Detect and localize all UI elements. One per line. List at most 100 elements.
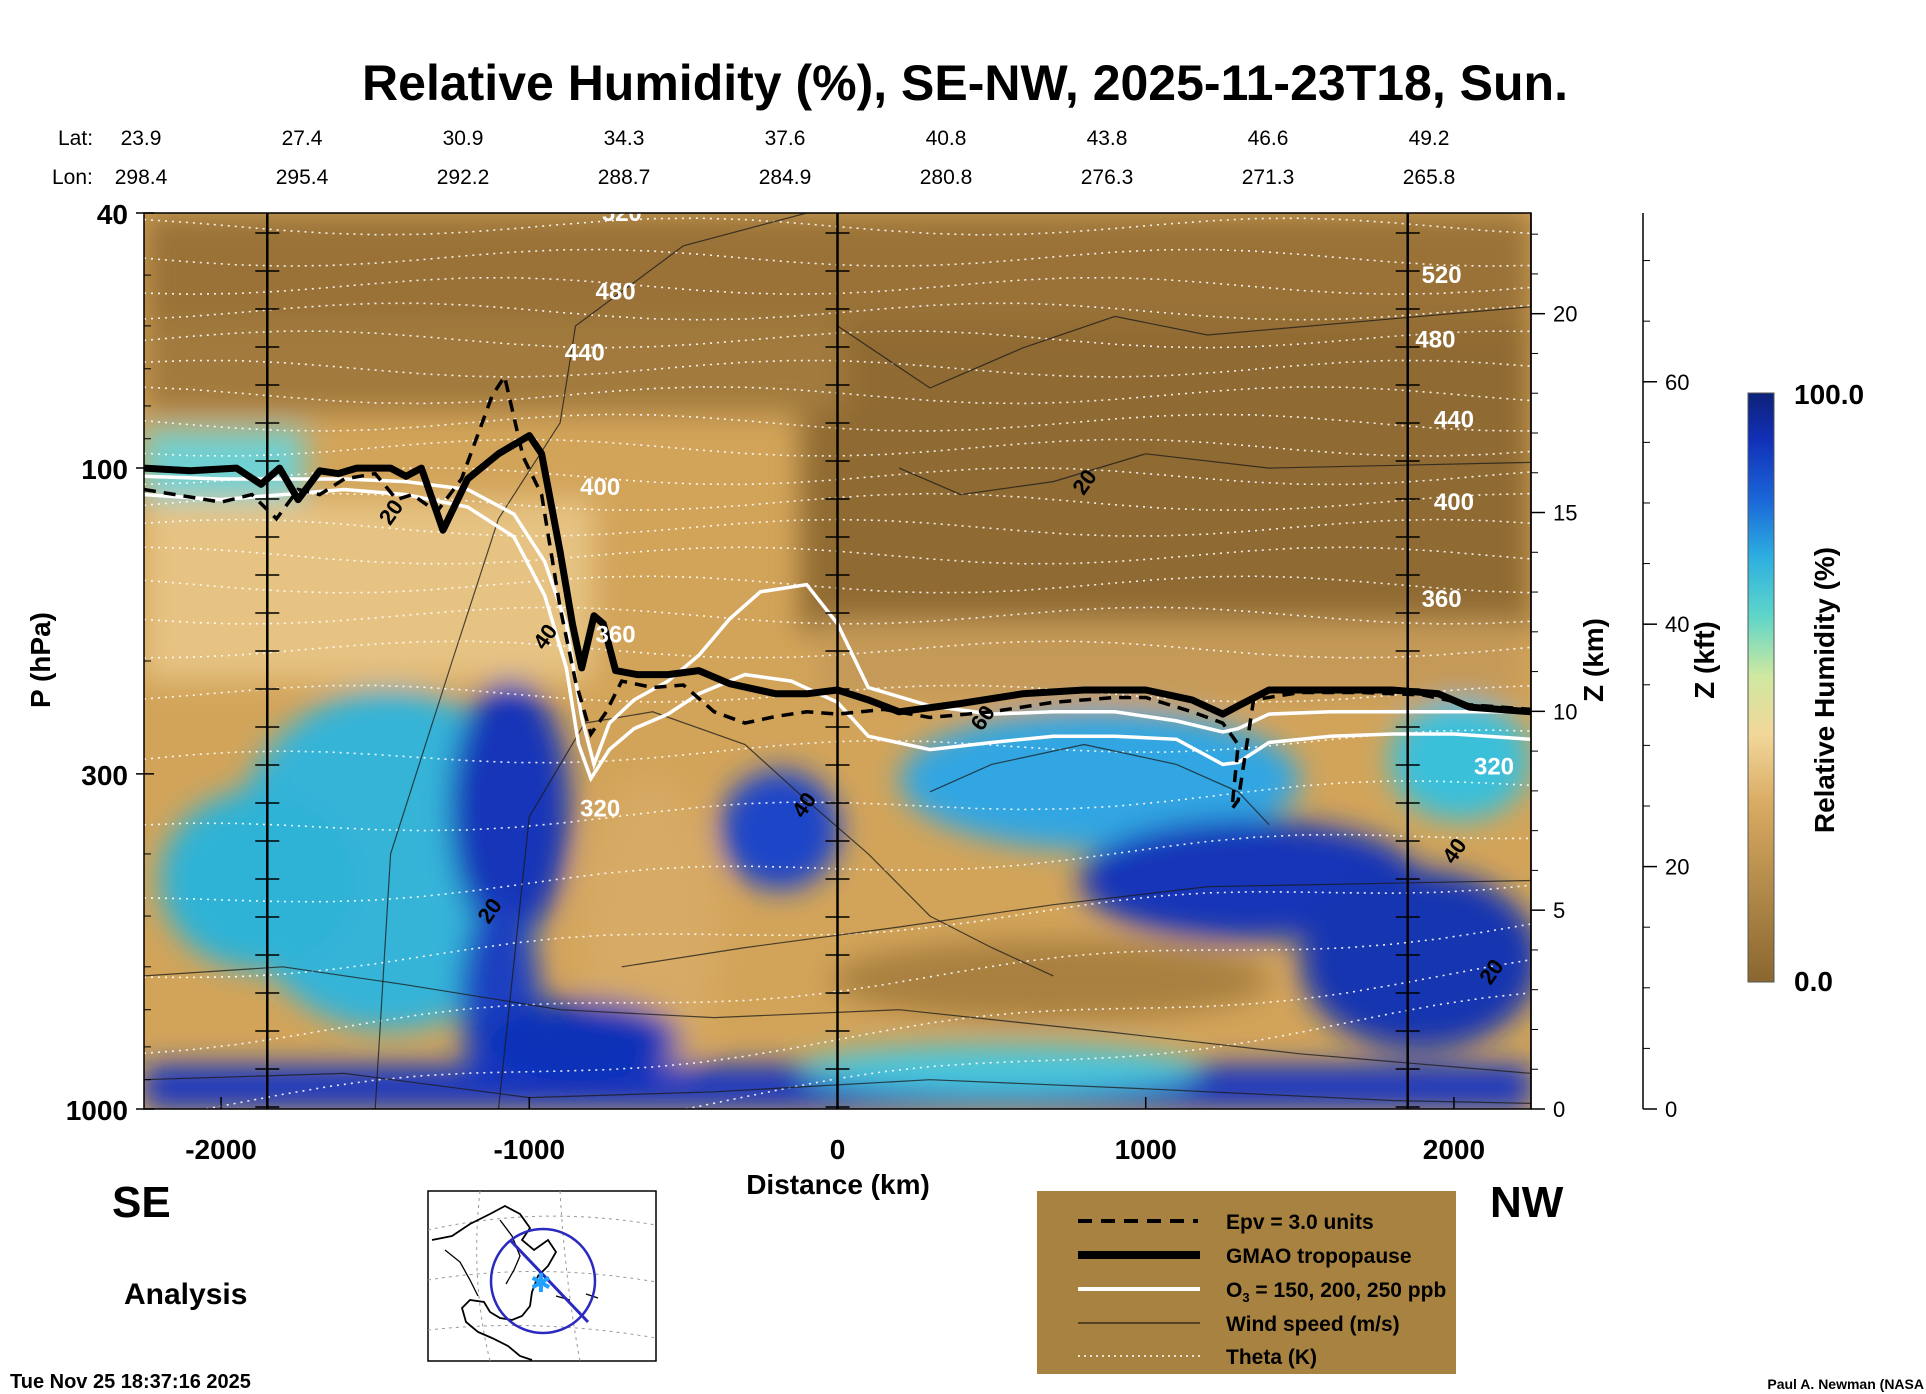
x-tick-label: 1000 (1115, 1134, 1177, 1165)
ozone-200-line (144, 474, 1531, 771)
z-kft-tick-label: 20 (1665, 855, 1689, 880)
y-tick-label: 40 (97, 199, 128, 230)
wind-contour (374, 213, 807, 1109)
axes: -2000 -1000 0 1000 2000 40 100 300 1000 0 5 10 15 20 0… (66, 199, 1690, 1165)
theta-line (144, 833, 1531, 903)
theta-label: 360 (1422, 586, 1462, 613)
tropopause-line (144, 432, 1531, 718)
epv-contour (144, 372, 1531, 815)
z-km-tick-label: 15 (1553, 501, 1577, 526)
z-kft-tick-label: 0 (1665, 1097, 1677, 1122)
lat-lon-header: 23.9 298.4 27.4 295.4 30.9 292.2 34.3 288.7 37.6… (115, 127, 1456, 189)
theta-label: 480 (1415, 326, 1455, 353)
rh-region (144, 500, 594, 680)
ozone-contours (144, 474, 1531, 783)
lat-value: 37.6 (765, 127, 806, 150)
lat-value: 30.9 (443, 127, 484, 150)
lon-value: 271.3 (1242, 166, 1295, 189)
lon-value: 276.3 (1081, 166, 1134, 189)
lat-value: 46.6 (1248, 127, 1289, 150)
analysis-label: Analysis (124, 1278, 247, 1311)
z-kft-tick-label: 40 (1665, 612, 1689, 637)
theta-label: 400 (580, 474, 620, 501)
theta-labels: 520 480 440 400 360 320 520 480 440 400 360 320 (565, 200, 1514, 823)
inset-center-star: ✱ (530, 1269, 552, 1299)
z-kft-axis-label: Z (kft) (1689, 621, 1720, 699)
theta-label: 320 (580, 796, 620, 823)
rh-region (144, 430, 304, 500)
rh-region (720, 770, 840, 890)
credit: Paul A. Newman (NASA (1767, 1376, 1924, 1392)
colorbar: 100.0 0.0 Relative Humidity (%) (1747, 379, 1864, 997)
theta-line (144, 923, 1531, 1055)
rh-region (480, 1000, 680, 1080)
lon-value: 280.8 (920, 166, 973, 189)
colorbar-max-label: 100.0 (1794, 379, 1864, 410)
theta-line (144, 884, 1531, 979)
inset-coastline (431, 1204, 558, 1361)
y-tick-label: 100 (81, 454, 128, 485)
lat-value: 34.3 (604, 127, 645, 150)
vertical-markers (255, 213, 1420, 1109)
wind-contour (898, 453, 1531, 496)
x-tick-label: 2000 (1423, 1134, 1485, 1165)
direction-se: SE (112, 1178, 171, 1227)
tropopause-path (144, 432, 1531, 718)
rh-region (900, 710, 1300, 850)
lat-value: 49.2 (1409, 127, 1450, 150)
y-tick-label: 1000 (66, 1095, 128, 1126)
rh-region (450, 680, 570, 940)
lon-label: Lon: (52, 166, 93, 189)
lon-value: 298.4 (115, 166, 168, 189)
inset-range-circle (489, 1227, 597, 1335)
inset-track-line (508, 1238, 590, 1324)
theta-label: 440 (565, 339, 605, 366)
x-tick-label: -2000 (185, 1134, 257, 1165)
timestamp: Tue Nov 25 18:37:16 2025 (10, 1371, 251, 1393)
lat-value: 23.9 (121, 127, 162, 150)
lon-value: 292.2 (437, 166, 490, 189)
wind-contour (621, 879, 1531, 968)
legend-label-tropopause: GMAO tropopause (1226, 1245, 1412, 1268)
theta-label: 520 (602, 200, 642, 227)
legend: Epv = 3.0 units GMAO tropopause O3 = 150… (1037, 1191, 1456, 1374)
x-tick-label: -1000 (493, 1134, 565, 1165)
lon-value: 295.4 (276, 166, 329, 189)
theta-label: 360 (596, 622, 636, 649)
rh-region (1300, 870, 1531, 1050)
theta-label: 520 (1422, 262, 1462, 289)
rh-region (820, 620, 1520, 700)
colorbar-strip (1747, 392, 1775, 983)
epv-3-line (144, 372, 1531, 815)
theta-label: 400 (1434, 489, 1474, 516)
z-km-tick-label: 5 (1553, 898, 1565, 923)
wind-contour (144, 966, 1531, 1074)
y-axis-label: P (hPa) (25, 612, 56, 708)
x-axis-label: Distance (km) (746, 1169, 930, 1200)
inset-map: ✱ (427, 1190, 657, 1362)
z-km-axis-label: Z (km) (1578, 618, 1609, 702)
theta-line (144, 780, 1531, 832)
wind-speed-contours (144, 213, 1531, 1109)
lat-value: 27.4 (282, 127, 323, 150)
wind-contour (144, 1072, 1531, 1104)
rh-region (160, 790, 360, 970)
theta-label: 440 (1434, 407, 1474, 434)
lat-value: 40.8 (926, 127, 967, 150)
lon-value: 288.7 (598, 166, 651, 189)
rh-region (830, 940, 1270, 1020)
theta-label: 320 (1474, 753, 1514, 780)
wind-contour (837, 306, 1531, 389)
z-km-tick-label: 0 (1553, 1097, 1565, 1122)
z-km-tick-label: 20 (1553, 302, 1577, 327)
legend-label-ozone: O3 = 150, 200, 250 ppb (1226, 1279, 1446, 1305)
legend-label-theta: Theta (K) (1226, 1346, 1317, 1369)
ozone-250-line (144, 487, 1531, 783)
theta-label: 480 (596, 278, 636, 305)
legend-label-wind: Wind speed (m/s) (1226, 1313, 1400, 1336)
wind-contour (497, 711, 1054, 1109)
colorbar-title: Relative Humidity (%) (1809, 547, 1840, 833)
y-tick-label: 300 (81, 760, 128, 791)
